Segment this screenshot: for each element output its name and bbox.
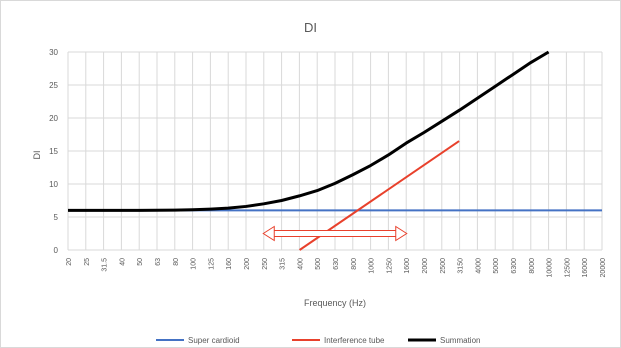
x-tick-label: 63 [155, 258, 162, 266]
arrow-head-left [262, 225, 275, 242]
y-tick-label: 0 [54, 246, 59, 255]
x-axis-label: Frequency (Hz) [304, 298, 366, 308]
x-tick-label: 100 [191, 258, 198, 270]
x-tick-label: 4000 [475, 258, 482, 274]
x-tick-label: 5000 [493, 258, 500, 274]
grid [67, 51, 603, 251]
x-tick-label: 315 [280, 258, 287, 270]
legend-label: Interference tube [324, 336, 385, 345]
y-tick-label: 20 [49, 114, 58, 123]
x-tick-label: 50 [137, 258, 144, 266]
x-tick-label: 2000 [422, 258, 429, 274]
x-tick-label: 1250 [386, 258, 393, 274]
x-tick-label: 1600 [404, 258, 411, 274]
x-tick-label: 800 [351, 258, 358, 270]
x-tick-label: 500 [315, 258, 322, 270]
x-tick-label: 6300 [511, 258, 518, 274]
y-tick-label: 30 [49, 48, 58, 57]
arrow-head-right [395, 225, 408, 242]
x-tick-label: 20000 [600, 258, 607, 278]
x-tick-label: 16000 [582, 258, 589, 278]
x-tick-label: 200 [244, 258, 251, 270]
y-tick-label: 25 [49, 81, 58, 90]
x-tick-label: 31.5 [102, 258, 109, 272]
x-tick-label: 20 [66, 258, 73, 266]
series-line-summation [68, 50, 550, 212]
y-tick-label: 5 [54, 213, 59, 222]
y-axis-label: DI [32, 151, 42, 160]
x-tick-label: 80 [173, 258, 180, 266]
chart-title: DI [304, 20, 317, 35]
x-tick-label: 250 [262, 258, 269, 270]
y-axis-ticks: 0 5 10 15 20 25 30 [49, 48, 58, 255]
annotations [262, 225, 408, 242]
x-tick-label: 8000 [529, 258, 536, 274]
legend-label: Summation [440, 336, 480, 345]
legend-label: Super cardioid [188, 336, 240, 345]
double-arrow-annotation [262, 225, 408, 242]
x-tick-label: 1000 [369, 258, 376, 274]
x-tick-label: 40 [119, 258, 126, 266]
x-tick-label: 630 [333, 258, 340, 270]
arrow-shaft [272, 230, 398, 237]
x-tick-label: 10000 [547, 258, 554, 278]
x-tick-label: 400 [297, 258, 304, 270]
y-tick-label: 10 [49, 180, 58, 189]
x-tick-label: 3150 [458, 258, 465, 274]
x-tick-label: 160 [226, 258, 233, 270]
x-tick-label: 125 [208, 258, 215, 270]
y-tick-label: 15 [49, 147, 58, 156]
x-tick-label: 25 [84, 258, 91, 266]
legend: Super cardioid Interference tube Summation [156, 336, 480, 345]
x-tick-label: 2500 [440, 258, 447, 274]
x-axis-ticks: 20 25 31.5 40 50 63 80 100 125 160 200 250 315 400 500… [66, 258, 607, 278]
x-tick-label: 12500 [564, 258, 571, 278]
